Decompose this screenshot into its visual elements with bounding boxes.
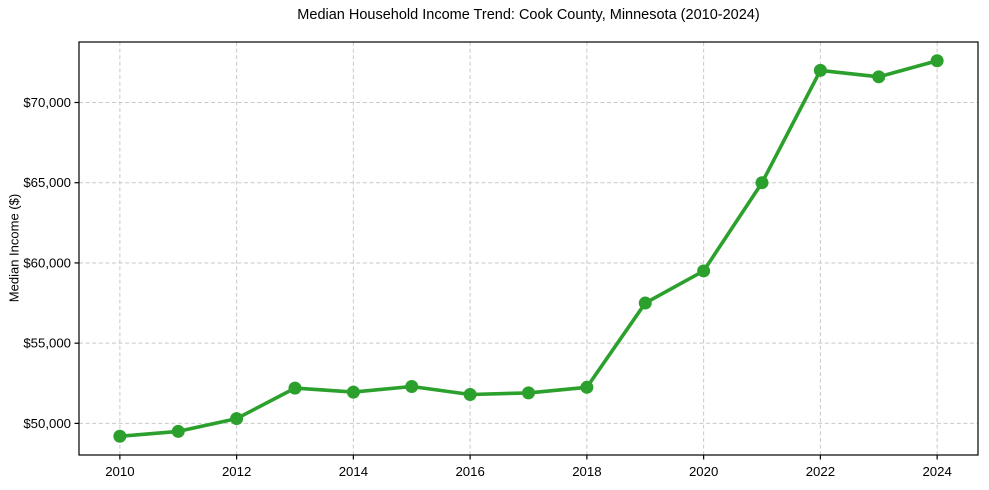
x-tick-label: 2010	[105, 464, 134, 479]
x-tick-label: 2020	[689, 464, 718, 479]
data-point-2023	[872, 70, 886, 84]
data-point-2015	[405, 379, 419, 393]
data-point-2018	[580, 380, 594, 394]
x-tick-label: 2014	[339, 464, 368, 479]
y-tick-label: $70,000	[23, 95, 71, 110]
data-point-2020	[697, 264, 711, 278]
data-point-2014	[346, 385, 360, 399]
data-point-2024	[930, 54, 944, 68]
plot-border	[78, 41, 979, 456]
x-tick-label: 2016	[455, 464, 484, 479]
data-point-2011	[171, 424, 185, 438]
data-point-2017	[522, 386, 535, 400]
x-tick-label: 2024	[922, 464, 951, 479]
data-point-2013	[288, 381, 302, 395]
data-point-2021	[755, 176, 769, 190]
data-point-2010	[113, 429, 127, 443]
y-tick-label: $65,000	[23, 175, 71, 190]
y-tick-label: $55,000	[23, 336, 71, 351]
x-tick-label: 2012	[222, 464, 251, 479]
data-point-2016	[463, 388, 477, 402]
data-point-2022	[813, 63, 827, 77]
data-point-2012	[230, 412, 244, 426]
y-tick-label: $50,000	[23, 416, 71, 431]
y-tick-label: $60,000	[23, 255, 71, 270]
data-point-2019	[638, 296, 652, 310]
x-tick-label: 2018	[572, 464, 601, 479]
x-tick-label: 2022	[806, 464, 835, 479]
chart-title: Median Household Income Trend: Cook Coun…	[297, 7, 760, 23]
data-line	[118, 58, 939, 439]
